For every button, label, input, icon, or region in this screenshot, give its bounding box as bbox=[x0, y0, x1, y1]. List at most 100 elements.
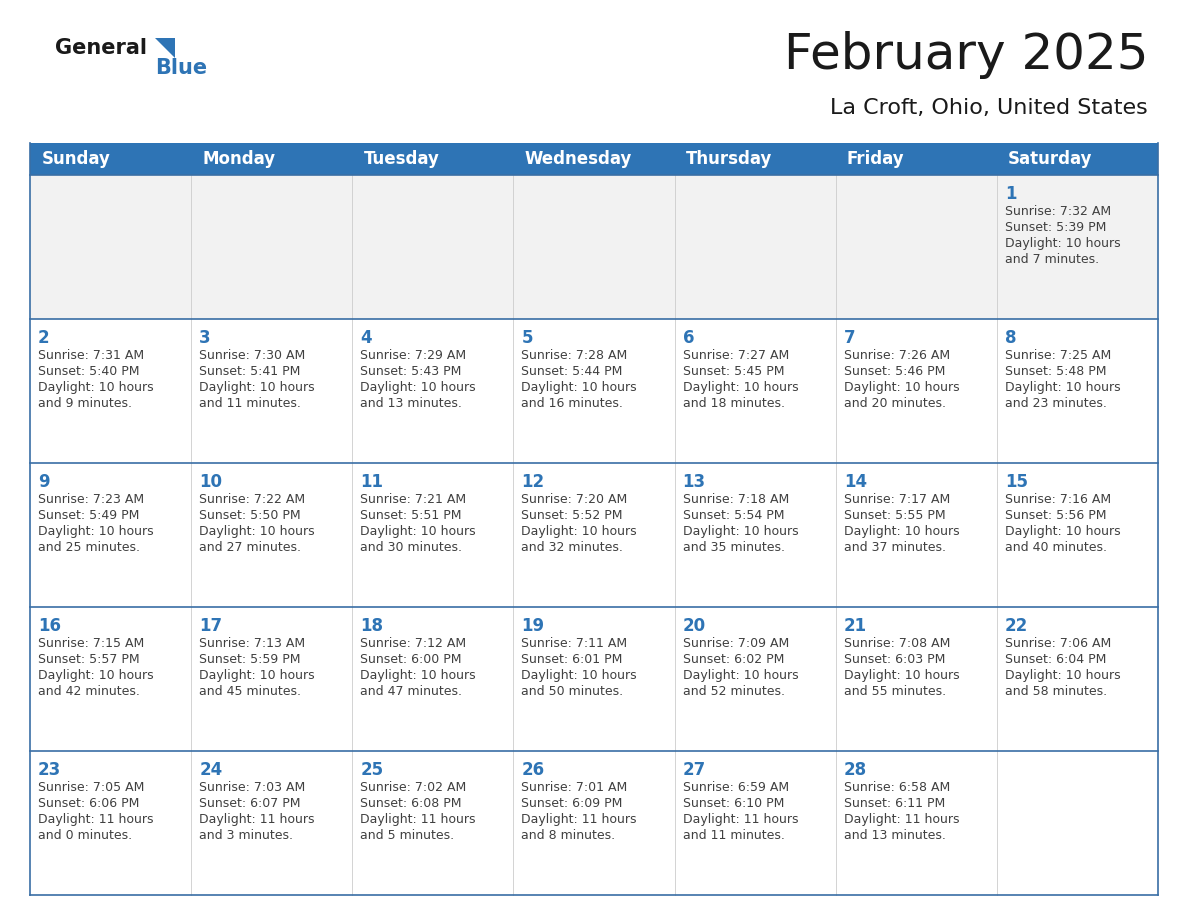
Text: Sunrise: 7:26 AM: Sunrise: 7:26 AM bbox=[843, 349, 950, 362]
Text: Sunrise: 7:05 AM: Sunrise: 7:05 AM bbox=[38, 781, 145, 794]
Text: Daylight: 10 hours: Daylight: 10 hours bbox=[360, 669, 476, 682]
Bar bbox=[353, 175, 513, 319]
Text: Sunset: 6:07 PM: Sunset: 6:07 PM bbox=[200, 797, 301, 810]
Text: and 30 minutes.: and 30 minutes. bbox=[360, 541, 462, 554]
Text: Monday: Monday bbox=[202, 150, 276, 168]
Text: Sunset: 5:56 PM: Sunset: 5:56 PM bbox=[1005, 509, 1106, 522]
Text: and 52 minutes.: and 52 minutes. bbox=[683, 685, 784, 698]
Text: 26: 26 bbox=[522, 761, 544, 779]
Text: Daylight: 11 hours: Daylight: 11 hours bbox=[360, 813, 475, 826]
Text: and 3 minutes.: and 3 minutes. bbox=[200, 829, 293, 842]
Text: Daylight: 10 hours: Daylight: 10 hours bbox=[200, 525, 315, 538]
Bar bbox=[997, 751, 1158, 895]
Text: 11: 11 bbox=[360, 473, 384, 491]
Bar bbox=[513, 751, 675, 895]
Bar bbox=[675, 463, 835, 607]
Text: Friday: Friday bbox=[847, 150, 904, 168]
Text: 6: 6 bbox=[683, 329, 694, 347]
Text: and 50 minutes.: and 50 minutes. bbox=[522, 685, 624, 698]
Text: 17: 17 bbox=[200, 617, 222, 635]
Text: Daylight: 10 hours: Daylight: 10 hours bbox=[522, 669, 637, 682]
Text: and 5 minutes.: and 5 minutes. bbox=[360, 829, 455, 842]
Text: Daylight: 10 hours: Daylight: 10 hours bbox=[1005, 669, 1120, 682]
Text: Sunday: Sunday bbox=[42, 150, 110, 168]
Bar bbox=[191, 143, 353, 175]
Text: Sunset: 5:39 PM: Sunset: 5:39 PM bbox=[1005, 221, 1106, 234]
Text: Sunrise: 6:58 AM: Sunrise: 6:58 AM bbox=[843, 781, 950, 794]
Text: Sunset: 5:44 PM: Sunset: 5:44 PM bbox=[522, 365, 623, 378]
Text: Sunset: 5:46 PM: Sunset: 5:46 PM bbox=[843, 365, 946, 378]
Text: Daylight: 11 hours: Daylight: 11 hours bbox=[200, 813, 315, 826]
Text: 13: 13 bbox=[683, 473, 706, 491]
Text: and 13 minutes.: and 13 minutes. bbox=[843, 829, 946, 842]
Text: Sunrise: 7:30 AM: Sunrise: 7:30 AM bbox=[200, 349, 305, 362]
Text: Daylight: 10 hours: Daylight: 10 hours bbox=[843, 381, 960, 394]
Text: Sunset: 6:03 PM: Sunset: 6:03 PM bbox=[843, 653, 946, 666]
Text: 4: 4 bbox=[360, 329, 372, 347]
Text: and 47 minutes.: and 47 minutes. bbox=[360, 685, 462, 698]
Text: Daylight: 10 hours: Daylight: 10 hours bbox=[683, 669, 798, 682]
Text: Sunrise: 7:01 AM: Sunrise: 7:01 AM bbox=[522, 781, 627, 794]
Bar bbox=[997, 607, 1158, 751]
Text: and 25 minutes.: and 25 minutes. bbox=[38, 541, 140, 554]
Bar bbox=[835, 319, 997, 463]
Text: Sunset: 5:51 PM: Sunset: 5:51 PM bbox=[360, 509, 462, 522]
Text: Sunrise: 7:27 AM: Sunrise: 7:27 AM bbox=[683, 349, 789, 362]
Text: 5: 5 bbox=[522, 329, 533, 347]
Text: General: General bbox=[55, 38, 147, 58]
Bar bbox=[513, 175, 675, 319]
Text: 1: 1 bbox=[1005, 185, 1017, 203]
Text: and 0 minutes.: and 0 minutes. bbox=[38, 829, 132, 842]
Text: Saturday: Saturday bbox=[1009, 150, 1093, 168]
Text: Sunset: 5:50 PM: Sunset: 5:50 PM bbox=[200, 509, 301, 522]
Text: Sunrise: 6:59 AM: Sunrise: 6:59 AM bbox=[683, 781, 789, 794]
Text: Sunrise: 7:08 AM: Sunrise: 7:08 AM bbox=[843, 637, 950, 650]
Text: Sunset: 6:10 PM: Sunset: 6:10 PM bbox=[683, 797, 784, 810]
Bar bbox=[513, 143, 675, 175]
Bar bbox=[353, 751, 513, 895]
Text: Sunset: 6:02 PM: Sunset: 6:02 PM bbox=[683, 653, 784, 666]
Bar bbox=[675, 143, 835, 175]
Bar bbox=[675, 607, 835, 751]
Bar bbox=[997, 319, 1158, 463]
Text: 19: 19 bbox=[522, 617, 544, 635]
Text: 9: 9 bbox=[38, 473, 50, 491]
Text: Daylight: 10 hours: Daylight: 10 hours bbox=[1005, 237, 1120, 250]
Text: Sunset: 5:52 PM: Sunset: 5:52 PM bbox=[522, 509, 623, 522]
Bar bbox=[191, 607, 353, 751]
Bar bbox=[513, 319, 675, 463]
Text: and 58 minutes.: and 58 minutes. bbox=[1005, 685, 1107, 698]
Text: Sunrise: 7:09 AM: Sunrise: 7:09 AM bbox=[683, 637, 789, 650]
Text: Sunrise: 7:16 AM: Sunrise: 7:16 AM bbox=[1005, 493, 1111, 506]
Text: and 11 minutes.: and 11 minutes. bbox=[683, 829, 784, 842]
Text: Sunrise: 7:31 AM: Sunrise: 7:31 AM bbox=[38, 349, 144, 362]
Text: La Croft, Ohio, United States: La Croft, Ohio, United States bbox=[830, 98, 1148, 118]
Bar bbox=[835, 463, 997, 607]
Bar bbox=[30, 175, 191, 319]
Text: and 16 minutes.: and 16 minutes. bbox=[522, 397, 624, 410]
Text: Sunrise: 7:29 AM: Sunrise: 7:29 AM bbox=[360, 349, 467, 362]
Text: Sunrise: 7:11 AM: Sunrise: 7:11 AM bbox=[522, 637, 627, 650]
Text: Daylight: 10 hours: Daylight: 10 hours bbox=[360, 381, 476, 394]
Text: Sunrise: 7:25 AM: Sunrise: 7:25 AM bbox=[1005, 349, 1111, 362]
Text: and 9 minutes.: and 9 minutes. bbox=[38, 397, 132, 410]
Text: Sunrise: 7:23 AM: Sunrise: 7:23 AM bbox=[38, 493, 144, 506]
Bar bbox=[353, 463, 513, 607]
Bar bbox=[30, 463, 191, 607]
Text: Thursday: Thursday bbox=[685, 150, 772, 168]
Text: Sunrise: 7:22 AM: Sunrise: 7:22 AM bbox=[200, 493, 305, 506]
Text: Daylight: 10 hours: Daylight: 10 hours bbox=[38, 669, 153, 682]
Text: Wednesday: Wednesday bbox=[525, 150, 632, 168]
Text: Daylight: 11 hours: Daylight: 11 hours bbox=[843, 813, 959, 826]
Bar bbox=[191, 319, 353, 463]
Text: 25: 25 bbox=[360, 761, 384, 779]
Bar bbox=[30, 143, 191, 175]
Text: and 55 minutes.: and 55 minutes. bbox=[843, 685, 946, 698]
Bar bbox=[835, 607, 997, 751]
Text: and 20 minutes.: and 20 minutes. bbox=[843, 397, 946, 410]
Text: Daylight: 10 hours: Daylight: 10 hours bbox=[38, 381, 153, 394]
Bar bbox=[675, 751, 835, 895]
Text: Sunset: 6:01 PM: Sunset: 6:01 PM bbox=[522, 653, 623, 666]
Text: Sunrise: 7:03 AM: Sunrise: 7:03 AM bbox=[200, 781, 305, 794]
Text: 10: 10 bbox=[200, 473, 222, 491]
